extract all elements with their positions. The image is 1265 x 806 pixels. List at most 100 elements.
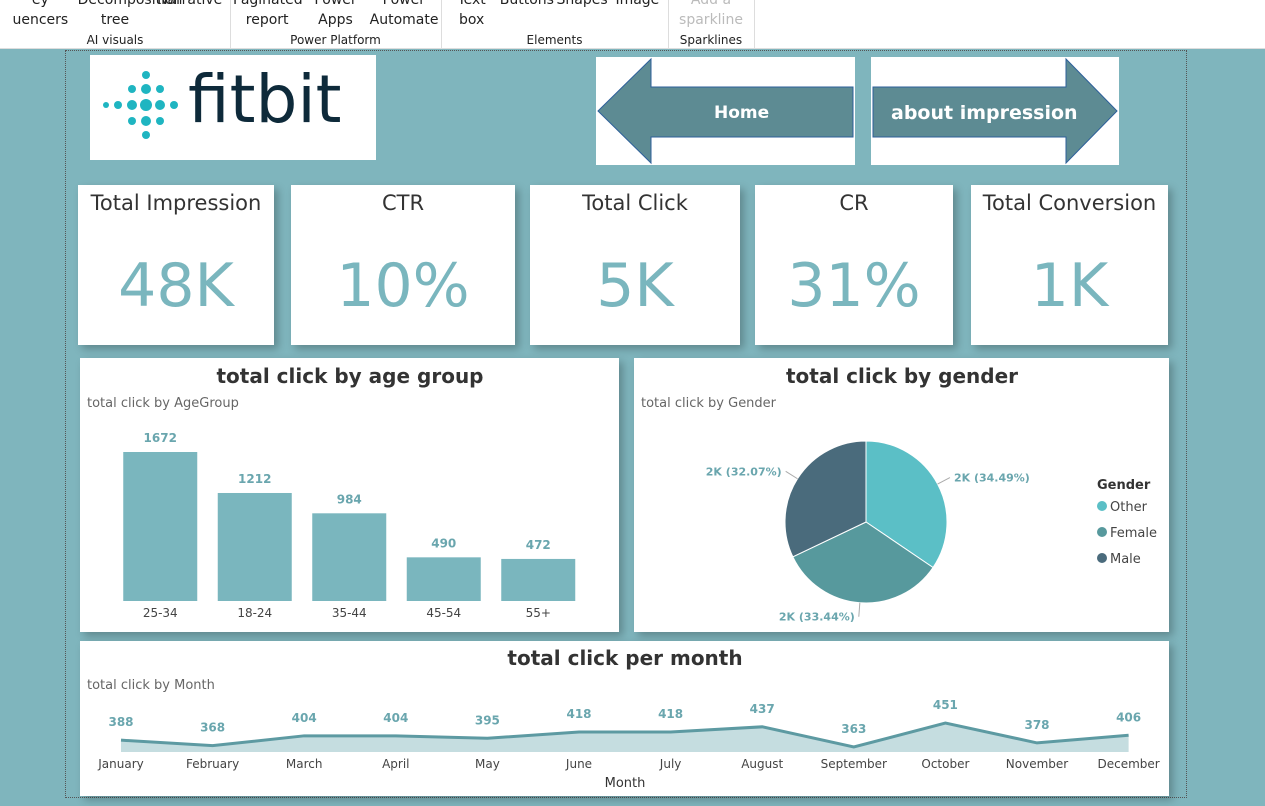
- x-tick-label: July: [659, 757, 682, 771]
- ribbon-group-label: AI visuals: [86, 33, 144, 47]
- chart-subtitle: total click by AgeGroup: [87, 396, 239, 411]
- ribbon-group: Add a sparkline Sparklines: [668, 0, 755, 48]
- data-label: 2K (32.07%): [706, 465, 782, 478]
- leader-line: [858, 602, 861, 617]
- kpi-title: CR: [839, 191, 869, 215]
- data-label: 451: [933, 698, 958, 712]
- logo-icon: [103, 71, 178, 139]
- area: [121, 723, 1129, 752]
- data-label: 406: [1116, 710, 1141, 724]
- x-tick-label: May: [475, 757, 500, 771]
- about-label: about impression: [891, 102, 1078, 124]
- ribbon-item: Power Apps: [314, 0, 357, 28]
- kpi-value: 1K: [1030, 251, 1109, 321]
- kpi-card: CR 31%: [755, 185, 953, 345]
- kpi-card: Total Click 5K: [530, 185, 740, 345]
- data-label: 418: [566, 707, 591, 721]
- chart-subtitle: total click by Month: [87, 678, 215, 693]
- line: [120, 721, 1129, 749]
- ribbon-item: Shapes: [556, 0, 608, 8]
- legend-marker: [1097, 527, 1107, 537]
- x-tick-label: December: [1097, 757, 1159, 771]
- legend-marker: [1097, 501, 1107, 511]
- data-label: 378: [1024, 718, 1049, 732]
- kpi-value: 48K: [118, 251, 234, 321]
- x-tick-label: 45-54: [426, 606, 461, 620]
- x-tick-label: March: [286, 757, 323, 771]
- legend-label: Female: [1110, 526, 1157, 541]
- data-label: 984: [337, 492, 362, 506]
- data-label: 388: [108, 715, 133, 729]
- kpi-card: CTR 10%: [291, 185, 515, 345]
- data-label: 1212: [238, 472, 271, 486]
- data-label: 404: [292, 711, 317, 725]
- x-tick-label: February: [186, 757, 239, 771]
- about-button[interactable]: about impression: [871, 57, 1119, 165]
- data-label: 418: [658, 707, 683, 721]
- data-label: 368: [200, 721, 225, 735]
- about-arrow: [872, 57, 1118, 165]
- ribbon-item: Paginated report: [233, 0, 303, 28]
- x-tick-label: September: [821, 757, 887, 771]
- kpi-value: 31%: [787, 251, 921, 321]
- x-tick-label: August: [741, 757, 783, 771]
- data-label: 2K (34.49%): [954, 472, 1030, 485]
- ribbon-group-label: Elements: [526, 33, 583, 47]
- ribbon-group-label: Sparklines: [679, 33, 743, 47]
- x-tick-label: January: [97, 757, 144, 771]
- kpi-value: 10%: [336, 251, 470, 321]
- home-label: Home: [714, 103, 770, 123]
- kpi-title: Total Click: [582, 191, 688, 215]
- logo-box: fitbit: [90, 55, 376, 160]
- data-label: 395: [475, 713, 500, 727]
- data-label: 472: [526, 538, 551, 552]
- ribbon-item: Add a sparkline: [679, 0, 743, 28]
- legend-title: Gender: [1097, 478, 1151, 493]
- data-label: 1672: [144, 431, 177, 445]
- chart-title: total click by age group: [217, 364, 484, 388]
- home-arrow: [597, 57, 854, 165]
- ribbon: ey uencers Decomposition tree Narrative AI …: [0, 0, 1265, 49]
- report-canvas: [65, 50, 1187, 798]
- chart-title: total click per month: [507, 646, 742, 670]
- legend-marker: [1097, 553, 1107, 563]
- ribbon-item: ey uencers: [12, 0, 69, 28]
- leader-line: [785, 470, 798, 480]
- ribbon-item: Power Automate: [369, 0, 439, 28]
- x-tick-label: 35-44: [332, 606, 367, 620]
- ribbon-item: Decomposition tree: [77, 0, 183, 28]
- month-panel: [80, 641, 1169, 796]
- x-tick-label: June: [565, 757, 592, 771]
- kpi-value: 5K: [596, 251, 674, 321]
- ribbon-item: Narrative: [157, 0, 223, 8]
- data-label: 2K (33.44%): [779, 611, 855, 624]
- x-tick-label: November: [1006, 757, 1068, 771]
- data-label: 363: [841, 722, 866, 736]
- data-label: 437: [750, 702, 775, 716]
- home-button[interactable]: Home: [596, 57, 855, 165]
- x-tick-label: 18-24: [237, 606, 272, 620]
- pie-slice: [792, 521, 934, 604]
- data-label: 404: [383, 711, 408, 725]
- x-tick-label: 55+: [526, 606, 551, 620]
- ribbon-item: Image: [615, 0, 660, 8]
- ribbon-group: Text box Buttons Shapes Image Elements: [441, 0, 669, 48]
- bar: [217, 492, 292, 601]
- x-tick-label: October: [921, 757, 969, 771]
- leader-line: [937, 477, 951, 485]
- kpi-card: Total Conversion 1K: [971, 185, 1168, 345]
- ribbon-group: Paginated report Power Apps Power Automate…: [230, 0, 442, 48]
- bar: [406, 557, 481, 601]
- bar: [123, 452, 198, 601]
- chart-subtitle: total click by Gender: [641, 396, 777, 411]
- bar: [312, 513, 387, 601]
- x-tick-label: April: [382, 757, 409, 771]
- x-tick-label: 25-34: [143, 606, 178, 620]
- ribbon-item: Buttons: [499, 0, 554, 8]
- ribbon-group: ey uencers Decomposition tree Narrative AI …: [0, 0, 231, 48]
- bar: [501, 558, 576, 601]
- legend-label: Male: [1110, 552, 1141, 567]
- ribbon-item: Text box: [457, 0, 486, 28]
